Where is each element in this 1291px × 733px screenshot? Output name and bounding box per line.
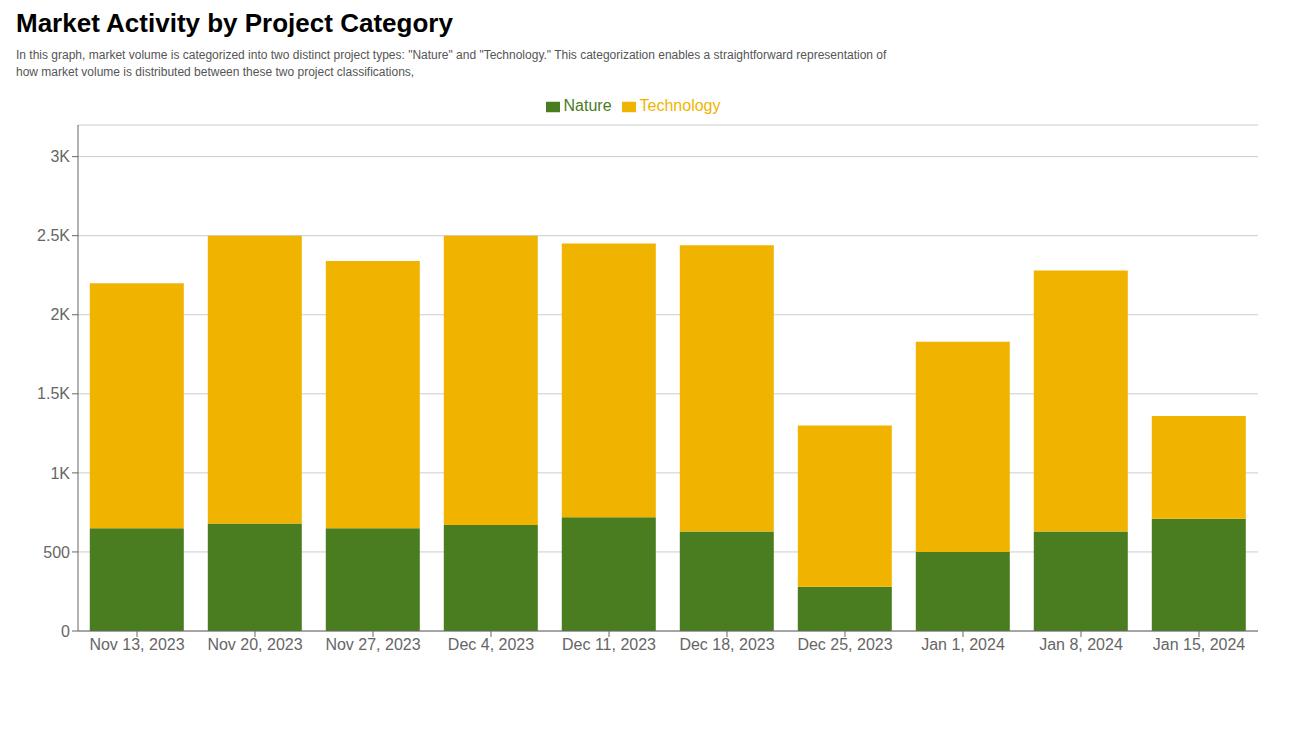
svg-text:Dec 4, 2023: Dec 4, 2023 [448, 636, 534, 653]
svg-text:Jan 15, 2024: Jan 15, 2024 [1153, 636, 1246, 653]
svg-text:Nov 27, 2023: Nov 27, 2023 [325, 636, 420, 653]
svg-text:Dec 18, 2023: Dec 18, 2023 [679, 636, 774, 653]
svg-text:1.5K: 1.5K [37, 385, 70, 402]
html-text:Market Activity by Project Cat: Market Activity by Project Category [16, 8, 453, 38]
svg-text:1K: 1K [50, 465, 70, 482]
html-text:how market volume is distribut: how market volume is distributed between… [16, 65, 415, 79]
svg-text:Nov 20, 2023: Nov 20, 2023 [207, 636, 302, 653]
svg-text:2K: 2K [50, 306, 70, 323]
html-text:Technology: Technology [639, 97, 721, 114]
html-text:In this graph, market volume i: In this graph, market volume is categori… [16, 48, 887, 62]
svg-text:Jan 1, 2024: Jan 1, 2024 [921, 636, 1005, 653]
svg-text:Dec 25, 2023: Dec 25, 2023 [797, 636, 892, 653]
svg-text:500: 500 [43, 544, 70, 561]
svg-text:0: 0 [61, 623, 70, 640]
svg-text:2.5K: 2.5K [37, 227, 70, 244]
svg-text:3K: 3K [50, 148, 70, 165]
svg-text:Nov 13, 2023: Nov 13, 2023 [89, 636, 184, 653]
svg-text:Jan 8, 2024: Jan 8, 2024 [1039, 636, 1123, 653]
html-text:Nature: Nature [563, 97, 612, 114]
svg-text:Dec 11, 2023: Dec 11, 2023 [562, 636, 656, 653]
